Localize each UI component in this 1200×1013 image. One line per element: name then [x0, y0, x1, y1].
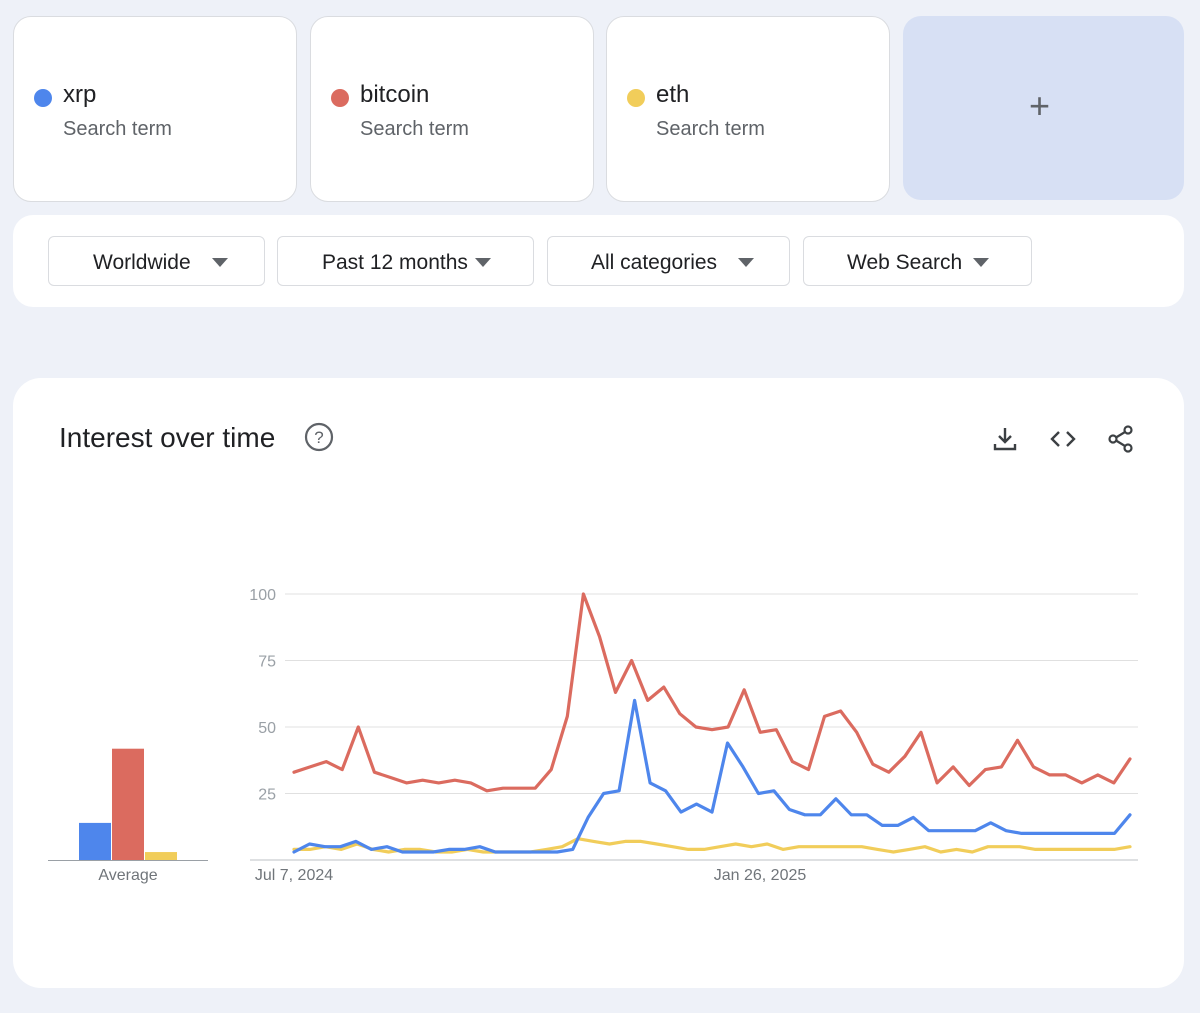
term-name: xrp — [63, 81, 97, 108]
category-filter-label: All categories — [591, 251, 718, 274]
term-card-bitcoin[interactable]: bitcoin Search term — [310, 16, 594, 202]
term-card-eth[interactable]: eth Search term — [606, 16, 890, 202]
region-filter-label: Worldwide — [93, 251, 191, 274]
x-tick-label: Jan 26, 2025 — [714, 867, 807, 884]
y-tick-label: 75 — [258, 654, 276, 671]
help-icon[interactable]: ? — [304, 422, 334, 452]
series-line-eth — [292, 837, 1132, 854]
series-color-dot — [627, 89, 645, 107]
series-line-bitcoin — [292, 592, 1132, 793]
caret-down-icon — [738, 258, 754, 267]
term-card-xrp[interactable]: xrp Search term — [13, 16, 297, 202]
time-range-filter[interactable]: Past 12 months — [277, 236, 534, 286]
category-filter[interactable]: All categories — [547, 236, 790, 286]
share-icon[interactable] — [1106, 424, 1136, 454]
term-subtitle: Search term — [656, 118, 765, 140]
embed-icon[interactable] — [1048, 424, 1078, 454]
term-subtitle: Search term — [63, 118, 172, 140]
average-bar-eth — [145, 852, 177, 860]
plus-icon: + — [1029, 85, 1051, 126]
time-range-filter-label: Past 12 months — [322, 251, 468, 274]
average-bar-bitcoin — [112, 748, 144, 860]
chart-title: Interest over time — [59, 422, 276, 453]
average-bar-xrp — [79, 822, 111, 860]
caret-down-icon — [475, 258, 491, 267]
download-icon[interactable] — [990, 424, 1020, 454]
search-type-filter-label: Web Search — [847, 251, 963, 274]
term-name: eth — [656, 81, 690, 108]
series-color-dot — [331, 89, 349, 107]
caret-down-icon — [212, 258, 228, 267]
term-subtitle: Search term — [360, 118, 469, 140]
term-name: bitcoin — [360, 81, 430, 108]
average-label: Average — [98, 867, 157, 884]
filter-bar: Worldwide Past 12 months All categories … — [13, 215, 1184, 307]
svg-text:?: ? — [314, 428, 323, 447]
add-term-button[interactable]: + — [903, 16, 1184, 200]
series-color-dot — [34, 89, 52, 107]
region-filter[interactable]: Worldwide — [48, 236, 265, 286]
search-type-filter[interactable]: Web Search — [803, 236, 1032, 286]
x-tick-label: Jul 7, 2024 — [255, 867, 333, 884]
y-tick-label: 25 — [258, 787, 276, 804]
series-line-xrp — [292, 698, 1132, 854]
caret-down-icon — [973, 258, 989, 267]
y-tick-label: 50 — [258, 720, 276, 737]
y-tick-label: 100 — [249, 587, 276, 604]
interest-over-time-card: Interest over time ? — [13, 378, 1184, 988]
